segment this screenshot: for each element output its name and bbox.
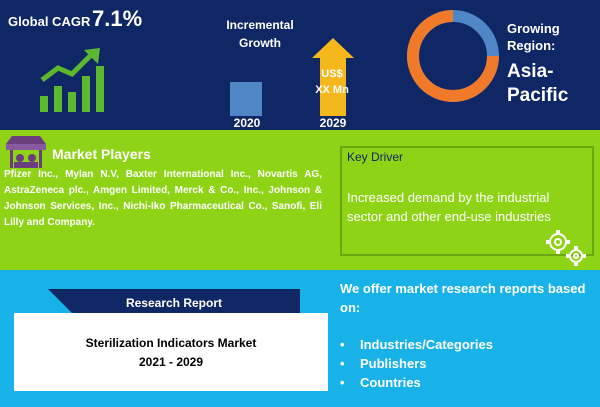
bar-2020 — [230, 82, 262, 116]
region-value-line1: Asia- — [507, 61, 554, 82]
list-item: • Publishers — [340, 354, 493, 373]
year-end-label: 2029 — [319, 116, 347, 130]
region-label-line1: Growing — [507, 21, 560, 36]
market-players-list: Pfizer Inc., Mylan N.V, Baxter Internati… — [4, 169, 322, 228]
report-years: 2021 - 2029 — [138, 355, 204, 369]
incremental-growth-label: Incremental Growth — [210, 16, 310, 52]
gears-icon — [546, 230, 586, 266]
market-players-title: Market Players — [52, 146, 151, 162]
list-item: • Industries/Categories — [340, 335, 493, 354]
market-stall-icon — [6, 136, 46, 168]
region-value-line2: Pacific — [507, 85, 569, 106]
key-driver-text: Increased demand by the industrial secto… — [347, 190, 551, 224]
value-currency: US$ — [321, 68, 343, 80]
cagr-value: 7.1% — [92, 6, 143, 31]
offer-intro: We offer market research reports based o… — [340, 281, 586, 315]
players-band — [0, 130, 600, 270]
incremental-label-line2: Growth — [239, 36, 281, 50]
region-donut-icon — [407, 10, 499, 102]
bullet-icon: • — [340, 356, 345, 371]
region-label-line2: Region: — [507, 38, 556, 53]
incremental-label-line1: Incremental — [226, 18, 294, 32]
key-driver-title: Key Driver — [347, 150, 404, 164]
research-report-label: Research Report — [125, 296, 223, 310]
bullet-icon: • — [340, 337, 345, 352]
report-name: Sterilization Indicators Market — [85, 336, 257, 350]
list-item: • Countries — [340, 373, 493, 392]
offer-item-label: Publishers — [360, 356, 427, 371]
report-ribbon — [48, 289, 300, 315]
growing-region-value: Asia- Pacific — [507, 60, 568, 108]
offer-item-label: Industries/Categories — [360, 337, 493, 352]
growing-region-label: Growing Region: — [507, 20, 560, 54]
offer-list: • Industries/Categories • Publishers • Coun… — [340, 335, 493, 392]
bar-chart-growth-icon — [40, 48, 104, 112]
bullet-icon: • — [340, 375, 345, 390]
key-driver-box — [340, 146, 594, 256]
value-amount: XX Mn — [315, 84, 349, 96]
year-start-label: 2020 — [233, 116, 261, 130]
offer-item-label: Countries — [360, 375, 421, 390]
cagr-label: Global CAGR — [8, 14, 91, 29]
report-card — [14, 313, 328, 391]
growth-arrow-icon — [312, 38, 354, 116]
